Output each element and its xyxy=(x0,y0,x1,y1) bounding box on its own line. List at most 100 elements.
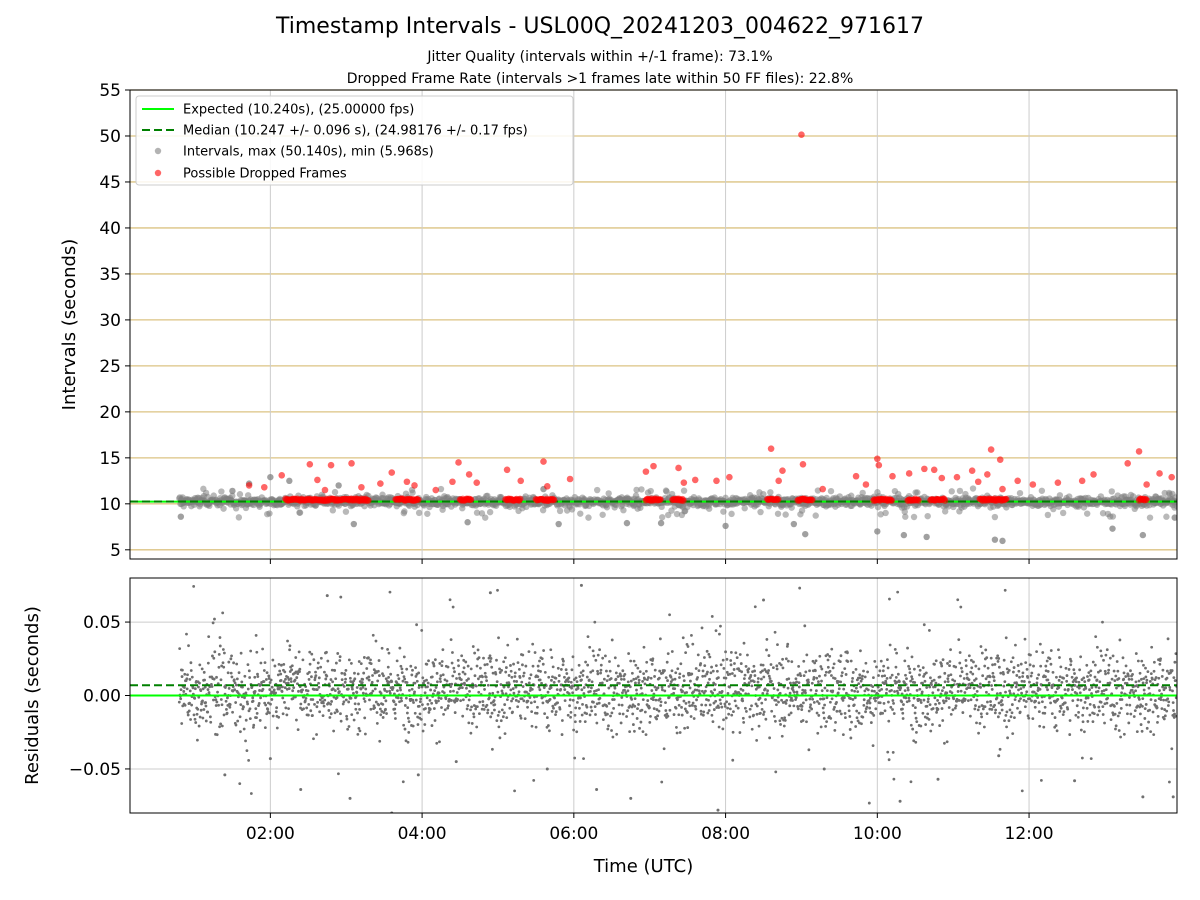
residual-point xyxy=(433,689,437,693)
residual-point xyxy=(872,714,876,717)
residual-point xyxy=(511,687,515,691)
residual-point xyxy=(274,691,277,695)
residual-point xyxy=(877,674,880,677)
residual-point xyxy=(1059,704,1062,708)
residual-point xyxy=(669,680,673,684)
residual-point xyxy=(530,724,534,728)
residual-point xyxy=(509,664,512,667)
dropped-frame-point xyxy=(968,467,976,475)
residual-point xyxy=(281,712,285,716)
residual-point xyxy=(511,710,514,714)
residual-point xyxy=(750,727,754,731)
residual-point xyxy=(863,675,867,679)
residual-point xyxy=(362,656,366,659)
residual-point xyxy=(949,673,953,677)
residual-point xyxy=(497,710,501,714)
residual-point xyxy=(560,719,564,722)
y-tick-label: 40 xyxy=(99,219,121,239)
residual-point xyxy=(448,690,452,693)
residual-point xyxy=(559,687,563,691)
residual-point xyxy=(740,670,744,674)
residual-point xyxy=(201,687,205,691)
residual-point xyxy=(937,701,941,705)
dropped-frame-point xyxy=(1002,495,1010,503)
residual-point xyxy=(482,708,486,711)
residual-point xyxy=(400,671,404,675)
residual-point xyxy=(327,709,331,712)
residual-point xyxy=(509,688,513,692)
residual-point xyxy=(282,680,286,684)
residual-point xyxy=(316,666,320,670)
interval-point xyxy=(620,507,627,514)
residual-point xyxy=(985,656,989,660)
residual-point xyxy=(214,698,218,702)
residual-point xyxy=(417,686,421,689)
residual-point xyxy=(627,652,631,655)
interval-point xyxy=(235,514,243,521)
residual-point xyxy=(219,698,223,701)
residual-point xyxy=(914,716,918,720)
residual-point xyxy=(231,710,234,714)
residual-point xyxy=(307,670,311,674)
residual-point xyxy=(883,674,887,678)
residual-point xyxy=(682,674,685,678)
residual-point xyxy=(934,681,938,685)
residual-point xyxy=(440,660,444,663)
residual-point xyxy=(198,663,202,667)
residual-point xyxy=(1087,678,1091,682)
residual-point xyxy=(860,677,864,681)
residual-point xyxy=(452,666,456,670)
interval-point xyxy=(350,520,358,528)
residual-point xyxy=(304,696,308,700)
residual-point xyxy=(547,675,551,679)
residual-point xyxy=(961,700,964,704)
residual-point xyxy=(317,685,321,689)
residual-point xyxy=(572,678,576,681)
residual-point xyxy=(864,710,867,714)
dropped-frame-point xyxy=(984,471,991,478)
residual-point xyxy=(979,685,983,689)
residual-point xyxy=(1011,670,1015,674)
residual-point xyxy=(506,643,510,647)
residual-point xyxy=(486,711,490,715)
residual-point xyxy=(266,707,270,711)
dropped-frame-point xyxy=(314,476,321,484)
residual-point xyxy=(733,674,737,678)
residual-point xyxy=(503,732,507,736)
residual-point xyxy=(1086,675,1089,678)
residual-point xyxy=(822,716,826,720)
residual-point xyxy=(1025,690,1029,694)
residual-point xyxy=(361,691,365,695)
residual-point xyxy=(653,685,657,689)
residual-point xyxy=(1024,700,1028,703)
residual-point xyxy=(905,677,908,681)
residual-point xyxy=(856,690,860,694)
residual-point xyxy=(807,748,811,752)
residual-point xyxy=(358,708,361,711)
residual-point xyxy=(828,654,832,658)
residual-point xyxy=(1092,712,1096,716)
residual-point xyxy=(880,687,884,691)
residual-point xyxy=(446,704,450,708)
residual-point xyxy=(501,715,505,719)
residual-point xyxy=(495,719,499,723)
residual-point xyxy=(483,663,487,667)
residual-point xyxy=(284,677,287,681)
residual-point xyxy=(516,705,520,709)
residual-point xyxy=(1007,719,1011,723)
residual-point xyxy=(977,731,980,735)
residual-point xyxy=(180,675,184,678)
residual-point xyxy=(200,702,203,706)
residual-point xyxy=(317,681,321,685)
residual-point xyxy=(247,669,251,673)
residual-point xyxy=(700,703,704,707)
residual-point xyxy=(782,685,786,689)
residual-point xyxy=(1035,650,1039,654)
residual-point xyxy=(451,674,455,678)
residual-point xyxy=(220,664,224,668)
residual-point xyxy=(418,712,422,716)
residual-point xyxy=(921,711,925,715)
residual-point xyxy=(1027,716,1031,720)
residual-point xyxy=(549,648,553,652)
residual-point xyxy=(458,686,462,690)
